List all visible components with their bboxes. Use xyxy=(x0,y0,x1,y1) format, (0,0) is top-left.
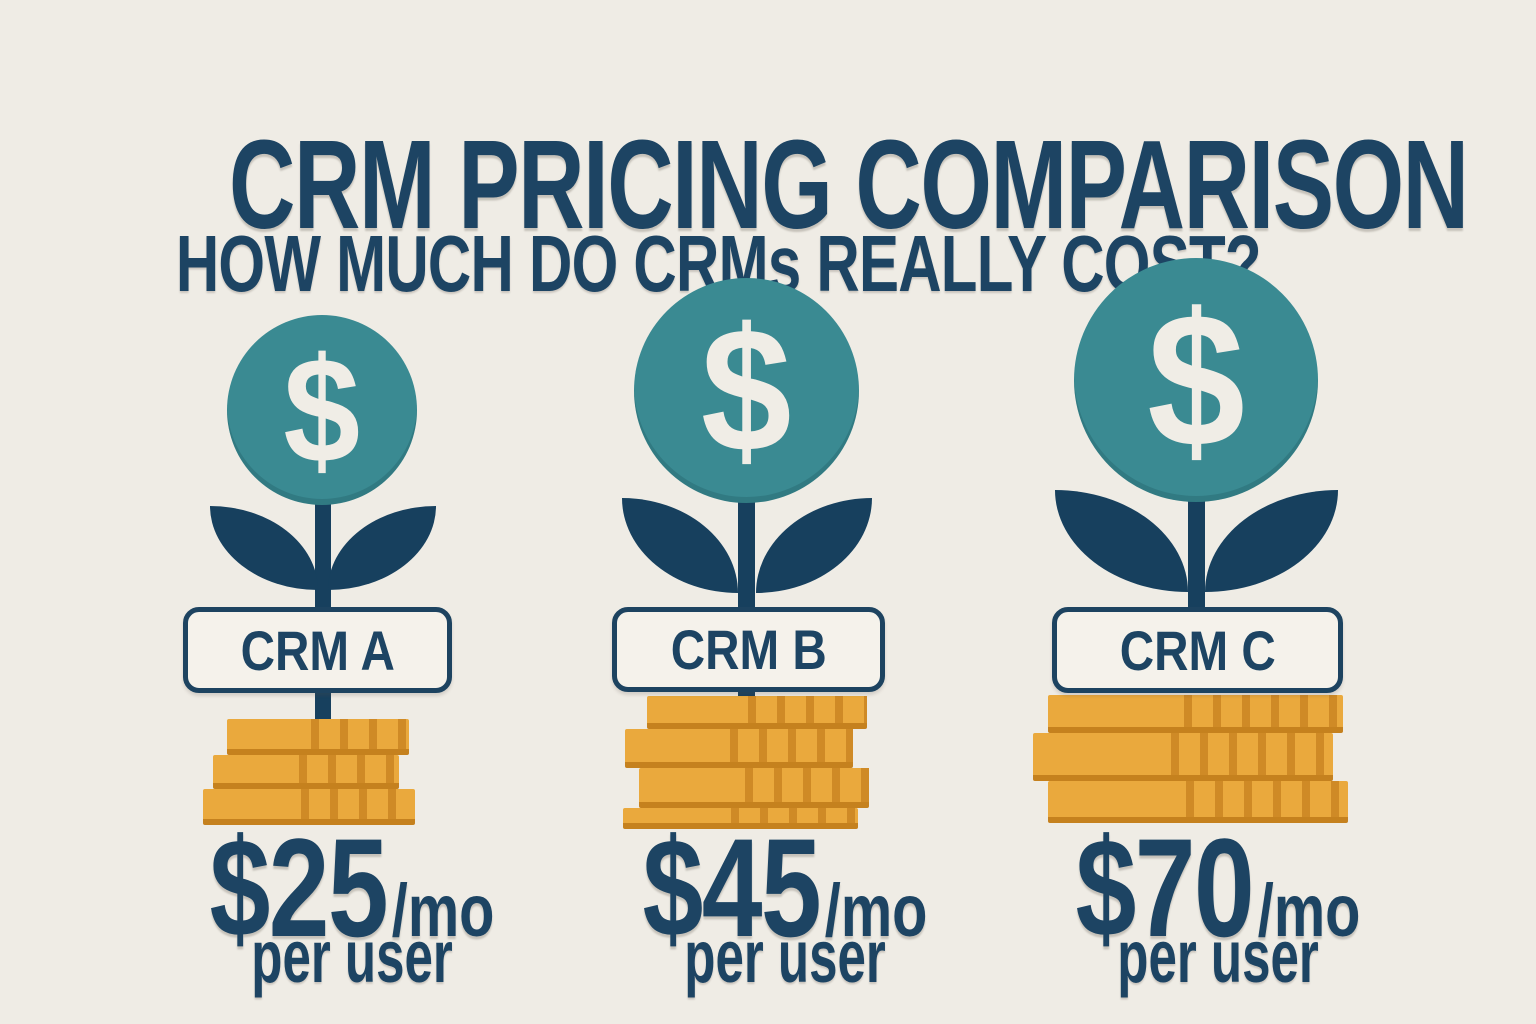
price-amount: $25 xyxy=(209,809,389,966)
price-period: /mo xyxy=(1257,869,1361,952)
coin-icon xyxy=(1048,695,1343,733)
dollar-circle-icon: $ xyxy=(1074,258,1318,502)
plant-stem-stub xyxy=(315,688,331,719)
plan-name-badge: CRM C xyxy=(1052,607,1343,693)
coin-icon xyxy=(1048,781,1348,823)
plan-name-badge: CRM A xyxy=(183,607,452,693)
coin-icon xyxy=(213,755,400,789)
price-unit: per user xyxy=(1117,915,1319,998)
page-title: CRM PRICING COMPARISON xyxy=(0,122,1536,248)
coin-icon xyxy=(639,768,869,808)
dollar-sign: $ xyxy=(701,291,792,489)
plan-name-badge: CRM B xyxy=(612,607,885,692)
price-amount: $45 xyxy=(642,809,822,966)
price-amount: $70 xyxy=(1075,809,1255,966)
page-title-text: CRM PRICING COMPARISON xyxy=(229,114,1469,256)
coin-icon xyxy=(203,789,416,825)
price-unit: per user xyxy=(684,915,886,998)
plan-price: $70 /mo per user xyxy=(918,818,1518,994)
price-period: /mo xyxy=(824,869,928,952)
coin-icon xyxy=(647,696,867,729)
leaf-left-icon xyxy=(1055,490,1188,592)
dollar-sign: $ xyxy=(283,326,361,494)
dollar-sign: $ xyxy=(1147,273,1245,487)
coin-icon xyxy=(623,808,858,829)
price-line: $70 /mo xyxy=(984,818,1452,958)
coin-icon xyxy=(1033,733,1333,781)
dollar-circle-icon: $ xyxy=(634,278,859,503)
plan-name: CRM C xyxy=(1119,618,1276,682)
leaf-right-icon xyxy=(1205,490,1338,592)
price-unit: per user xyxy=(251,915,453,998)
plan-name: CRM A xyxy=(240,618,395,682)
plant-stem-stub xyxy=(738,688,755,698)
plan-name: CRM B xyxy=(670,618,827,681)
coin-icon xyxy=(227,719,409,755)
plan-price: $45 /mo per user xyxy=(485,818,1085,994)
dollar-circle-icon: $ xyxy=(227,315,417,505)
price-period: /mo xyxy=(391,869,495,952)
price-line: $45 /mo xyxy=(551,818,1019,958)
plan-price: $25 /mo per user xyxy=(52,818,652,994)
price-line: $25 /mo xyxy=(118,818,586,958)
coin-icon xyxy=(625,729,853,768)
